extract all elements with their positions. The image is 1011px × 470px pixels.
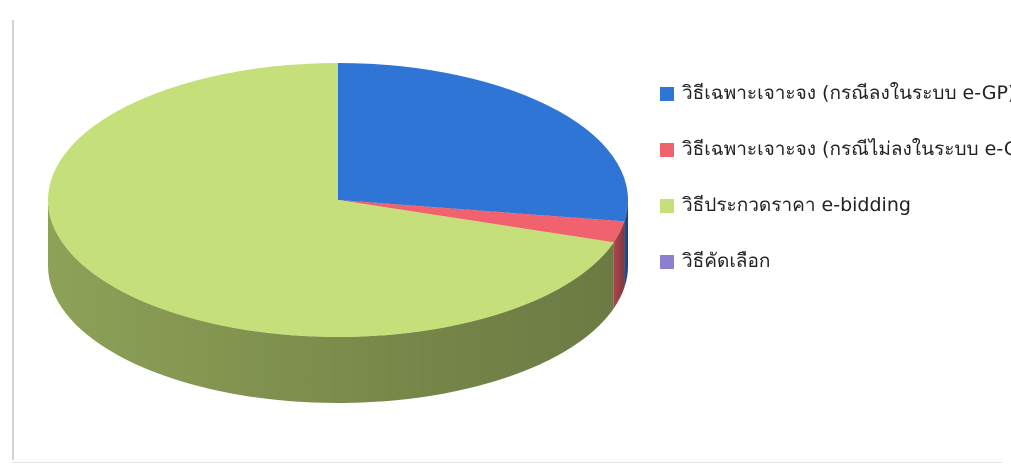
legend-swatch-specific-egp — [660, 87, 674, 101]
pie-slice-specific-non-egp — [338, 200, 625, 243]
legend-label-specific-egp: วิธีเฉพาะเจาะจง (กรณีลงในระบบ e-GP) — [682, 82, 1011, 104]
legend-swatch-specific-non-egp — [660, 143, 674, 157]
legend-label-selection: วิธีคัดเลือก — [682, 250, 771, 272]
legend-swatch-e-bidding — [660, 199, 674, 213]
pie-top-group — [48, 63, 628, 337]
legend-label-e-bidding: วิธีประกวดราคา e-bidding — [682, 194, 911, 216]
legend-item-specific-egp: วิธีเฉพาะเจาะจง (กรณีลงในระบบ e-GP) — [660, 78, 1011, 134]
legend: วิธีเฉพาะเจาะจง (กรณีลงในระบบ e-GP) วิธี… — [660, 78, 1011, 302]
pie-side-shade-specific-non-egp — [613, 221, 625, 309]
legend-item-e-bidding: วิธีประกวดราคา e-bidding — [660, 190, 1010, 246]
pie-slice-e-bidding — [48, 63, 614, 337]
pie-side-shade-specific-egp — [624, 200, 628, 288]
legend-item-specific-non-egp: วิธีเฉพาะเจาะจง (กรณีไม่ลงในระบบ e-GP) — [660, 134, 1011, 190]
legend-swatch-selection — [660, 255, 674, 269]
chart-border-left — [12, 20, 14, 460]
chart-border-bottom — [12, 462, 1002, 463]
pie-slice-specific-egp — [338, 63, 628, 222]
legend-item-selection: วิธีคัดเลือก — [660, 246, 1010, 302]
legend-label-specific-non-egp: วิธีเฉพาะเจาะจง (กรณีไม่ลงในระบบ e-GP) — [682, 138, 1011, 160]
pie-side-shade-e-bidding — [48, 200, 614, 403]
pie-side-group — [48, 200, 628, 403]
